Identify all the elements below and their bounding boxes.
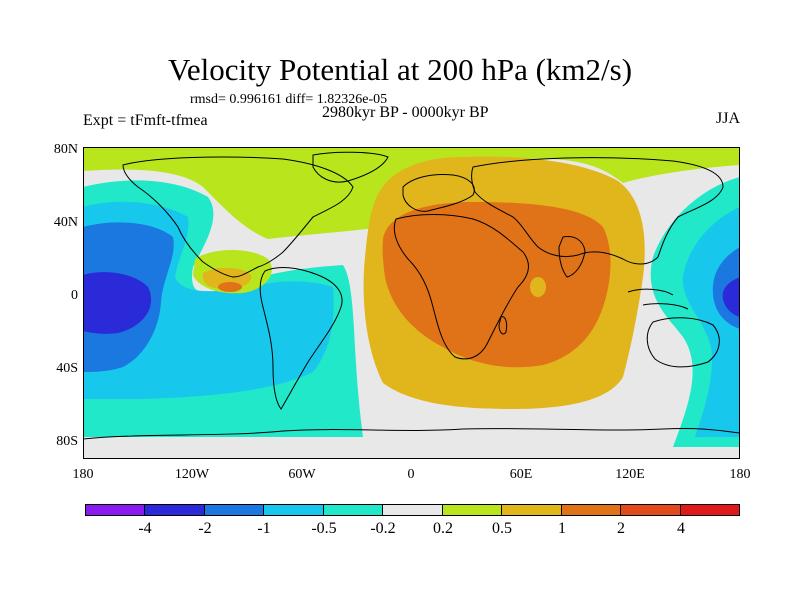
season-label: JJA xyxy=(716,110,741,127)
field-arabian-sea-patch xyxy=(530,277,546,297)
lon-tick-label: 60E xyxy=(509,467,533,482)
period-label: 2980kyr BP - 0000kyr BP xyxy=(322,104,489,121)
lon-tick-label: 60W xyxy=(288,467,316,482)
experiment-label: Expt = tFmft-tfmea xyxy=(83,112,208,129)
colorbar-label: -0.2 xyxy=(370,520,396,537)
coastlines xyxy=(83,151,740,440)
lon-tick-label: 0 xyxy=(407,467,415,482)
field-negative-east-core xyxy=(722,277,740,317)
field-positive-africa-core xyxy=(382,202,611,368)
lat-tick-label: 40N xyxy=(53,215,78,230)
colorbar-swatch xyxy=(264,505,324,515)
lat-tick-label: 80S xyxy=(56,434,78,449)
colorbar-label: -0.5 xyxy=(311,520,337,537)
lat-tick-label: 0 xyxy=(71,288,78,303)
colorbar-label: 2 xyxy=(617,520,625,537)
map-panel xyxy=(83,147,740,459)
plot-title: Velocity Potential at 200 hPa (km2/s) xyxy=(167,52,633,87)
lon-tick-label: 180 xyxy=(729,467,751,482)
colorbar-label: 4 xyxy=(677,520,685,537)
lon-tick-label: 120W xyxy=(174,467,210,482)
colorbar-label: -1 xyxy=(257,520,271,537)
lon-tick-label: 120E xyxy=(615,467,645,482)
colorbar-swatch xyxy=(621,505,681,515)
field-positive-eastpac-core xyxy=(218,282,242,292)
colorbar-swatch xyxy=(145,505,205,515)
colorbar-label: -4 xyxy=(138,520,152,537)
colorbar-swatch xyxy=(442,505,503,515)
field-negative-west-core xyxy=(83,272,152,334)
colorbar-swatch xyxy=(502,505,562,515)
colorbar-swatch xyxy=(204,505,265,515)
colorbar-label: -2 xyxy=(198,520,212,537)
field-positive-eastpac-inner xyxy=(202,267,252,289)
lon-tick-label: 180 xyxy=(72,467,94,482)
colorbar-label: 0.5 xyxy=(492,520,512,537)
colorbar-swatch xyxy=(561,505,622,515)
colorbar-swatch xyxy=(680,505,739,515)
colorbar-swatch xyxy=(323,505,384,515)
colorbar-swatch xyxy=(383,505,443,515)
map-frame xyxy=(83,147,740,459)
colorbar-label: 1 xyxy=(558,520,566,537)
velocity-potential-map xyxy=(83,147,740,459)
colorbar xyxy=(85,504,740,516)
colorbar-label: 0.2 xyxy=(433,520,453,537)
colorbar-swatch xyxy=(86,505,146,515)
lat-tick-label: 80N xyxy=(53,142,78,157)
stats-line: rmsd= 0.996161 diff= 1.82326e-05 xyxy=(190,92,388,107)
lat-tick-label: 40S xyxy=(56,361,78,376)
